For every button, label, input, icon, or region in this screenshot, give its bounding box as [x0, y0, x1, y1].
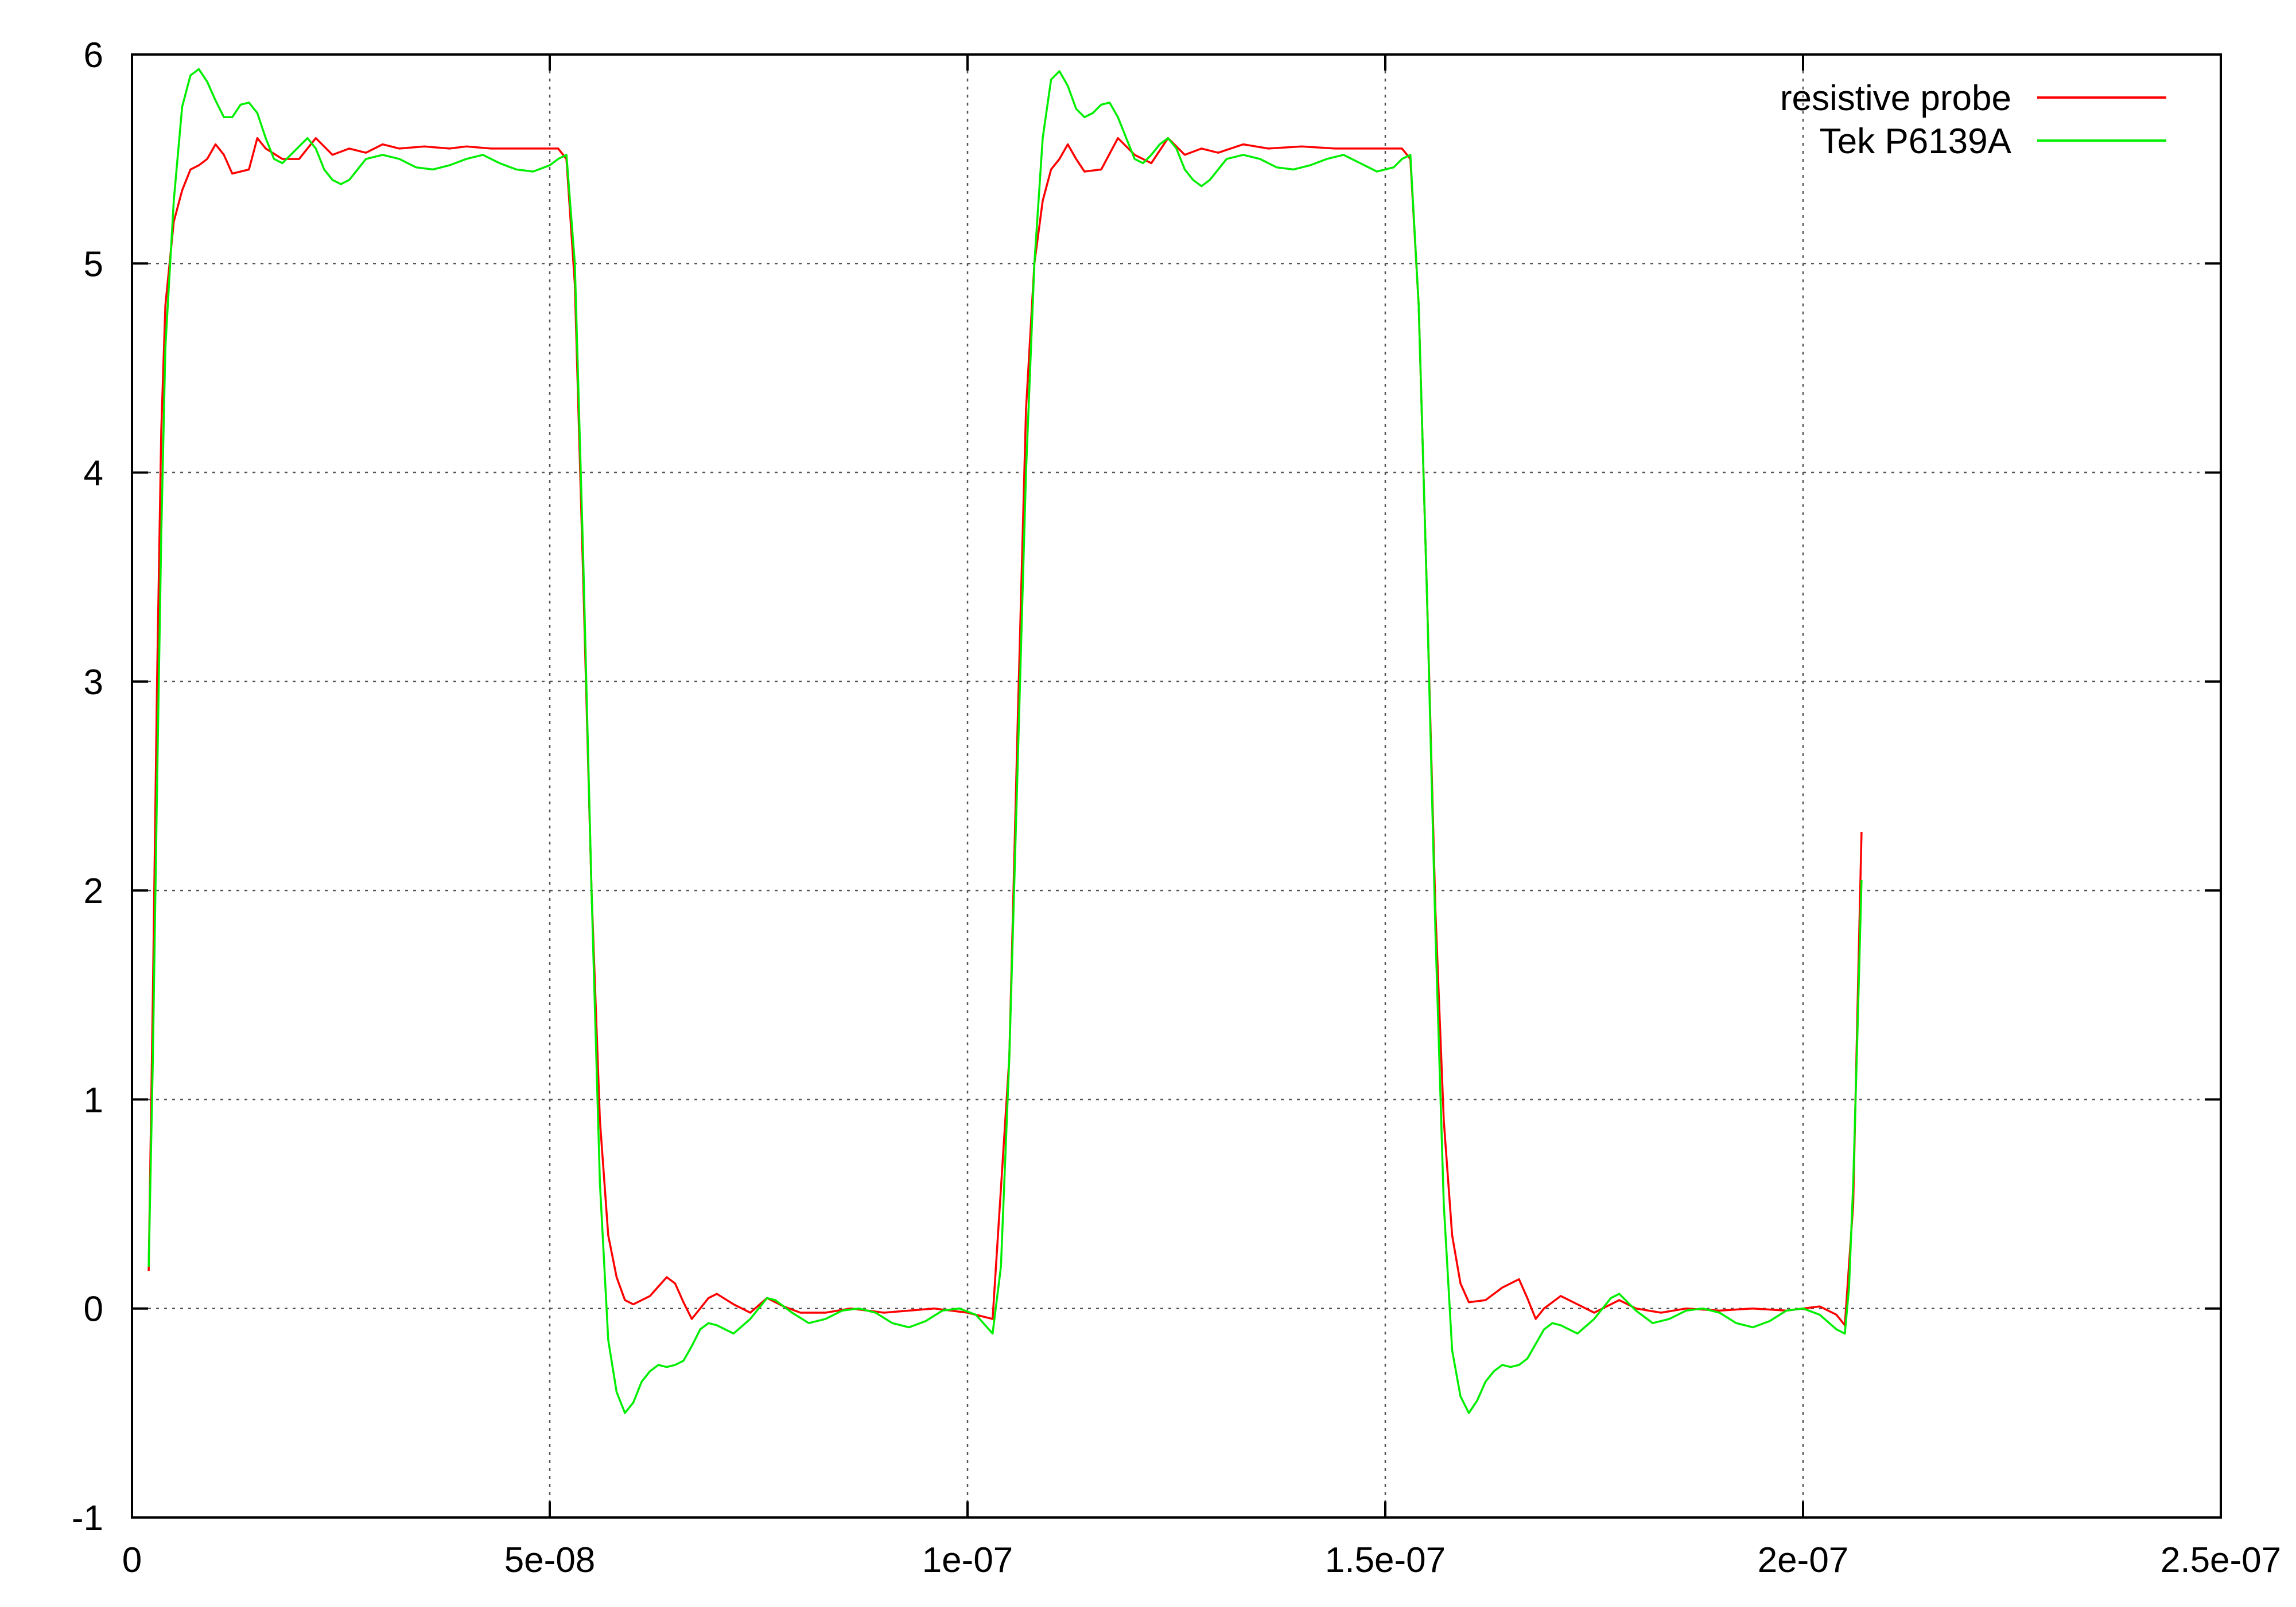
legend: resistive probe Tek P6139A	[1780, 79, 2166, 161]
legend-label: resistive probe	[1780, 79, 2011, 118]
x-tick-label: 2.5e-07	[2161, 1540, 2281, 1580]
y-tick-label: -1	[72, 1499, 103, 1538]
y-tick-label: 3	[84, 663, 103, 702]
x-tick-label: 1.5e-07	[1325, 1540, 1446, 1580]
grid	[132, 55, 2221, 1517]
y-axis-tick-labels: -1 0 1 2 3 4 5 6	[72, 36, 103, 1538]
plot-frame	[131, 53, 2222, 1519]
x-tick-label: 0	[122, 1540, 142, 1580]
y-tick-label: 2	[84, 871, 103, 911]
y-tick-label: 5	[84, 244, 103, 284]
x-axis-tick-labels: 0 5e-08 1e-07 1.5e-07 2e-07 2.5e-07	[122, 1540, 2281, 1580]
x-tick-label: 5e-08	[504, 1540, 596, 1580]
series-line-1	[147, 137, 1863, 1326]
y-tick-label: 4	[84, 454, 103, 493]
y-tick-label: 0	[84, 1290, 103, 1329]
x-tick-label: 2e-07	[1758, 1540, 1849, 1580]
series-line-2	[147, 68, 1863, 1414]
legend-label: Tek P6139A	[1820, 122, 2012, 161]
y-tick-label: 1	[84, 1080, 103, 1120]
y-tick-label: 6	[84, 36, 103, 75]
axis-ticks	[131, 53, 2222, 1519]
x-tick-label: 1e-07	[922, 1540, 1013, 1580]
series-lines	[147, 68, 1863, 1414]
